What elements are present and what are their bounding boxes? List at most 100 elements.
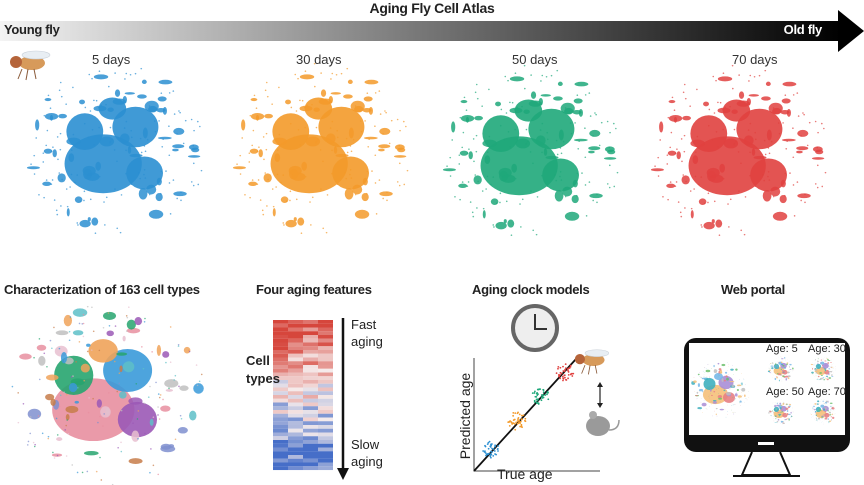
prediction-point [482,450,485,452]
cell-point [703,391,704,392]
heatmap-cell [273,447,288,452]
cell-type-umap [11,305,204,485]
cell-point [718,399,720,400]
cell-point [58,347,61,350]
cell-cluster [715,413,717,416]
portal-age-umap [767,356,795,382]
cell-point [120,409,123,412]
cell-point [675,181,678,183]
cell-point [481,190,484,192]
cell-point [728,363,730,365]
cell-cluster [770,186,781,197]
cell-point [326,194,329,196]
heatmap-cell [273,342,288,347]
cell-point [136,418,139,420]
cell-cluster [827,362,829,365]
cell-point [69,186,71,188]
cell-point [712,415,713,417]
cell-point [733,142,736,145]
cell-point [143,169,146,171]
cell-point [26,444,29,446]
heatmap-cell [318,425,333,429]
heatmap-cell [288,466,303,471]
heatmap-cell [303,391,318,396]
cell-point [690,207,693,210]
cell-point [311,196,314,199]
prediction-point [517,416,520,419]
cell-point [606,183,609,185]
cell-point [346,151,349,154]
cell-point [559,175,561,178]
cell-point [694,391,696,392]
cell-point [550,74,553,77]
cell-cluster [771,367,774,370]
cell-point [724,374,726,376]
cell-cluster [746,98,751,106]
cell-cluster [779,407,782,410]
cell-point [192,144,195,147]
cell-cluster [705,369,711,373]
heatmap-cell [273,432,288,437]
cell-cluster [451,121,456,133]
prediction-point [536,401,539,404]
cell-point [521,198,524,201]
cell-cluster [765,81,771,86]
cell-point [461,181,464,183]
cell-cluster [490,198,499,206]
cell-cluster [815,358,816,361]
heatmap-cell [318,380,333,384]
cell-point [72,133,75,136]
cell-point [708,405,710,407]
cell-point [694,175,697,178]
cell-point [784,94,787,97]
heatmap-cell [288,327,303,332]
cell-point [738,74,740,76]
cell-cluster [712,400,717,404]
heatmap-cell [273,425,288,429]
heatmap-cell [303,443,318,448]
portal-age-5: Age: 5 [766,343,798,355]
cell-point [716,389,717,391]
cell-point [667,198,669,201]
cell-cluster [718,397,723,400]
heatmap-cell [318,402,333,407]
prediction-point [497,444,500,447]
heatmap-cell [303,432,318,437]
cell-point [165,170,167,172]
heatmap-cell [288,440,303,444]
cell-point [33,445,36,448]
heatmap-cell [273,421,288,426]
umap-30-days [232,62,409,235]
cell-cluster [823,408,826,411]
cell-point [733,128,736,131]
prediction-point [517,411,519,414]
cell-point [581,172,583,174]
cell-point [125,72,128,75]
cell-cluster [813,364,815,366]
cell-point [301,99,304,102]
cell-cluster [816,403,819,405]
cell-cluster [828,377,832,379]
cell-point [731,64,734,67]
cell-cluster [363,96,373,102]
monitor-icon [684,338,850,477]
cell-cluster [459,150,469,156]
cell-point [360,130,363,133]
cell-cluster [778,373,781,376]
cell-point [806,144,809,147]
cell-point [707,371,708,373]
cell-point [192,184,195,187]
prediction-point [524,417,527,420]
cell-cluster [831,407,834,410]
cell-point [724,106,726,109]
prediction-point [547,398,550,401]
cell-point [731,400,733,402]
cell-point [719,375,721,376]
cell-cluster [829,370,833,373]
heatmap-cell [303,376,318,381]
cell-point [162,138,164,140]
cell-cluster [330,92,341,95]
cell-cluster [821,364,823,367]
cell-cluster [162,351,170,358]
cell-point [174,438,177,441]
